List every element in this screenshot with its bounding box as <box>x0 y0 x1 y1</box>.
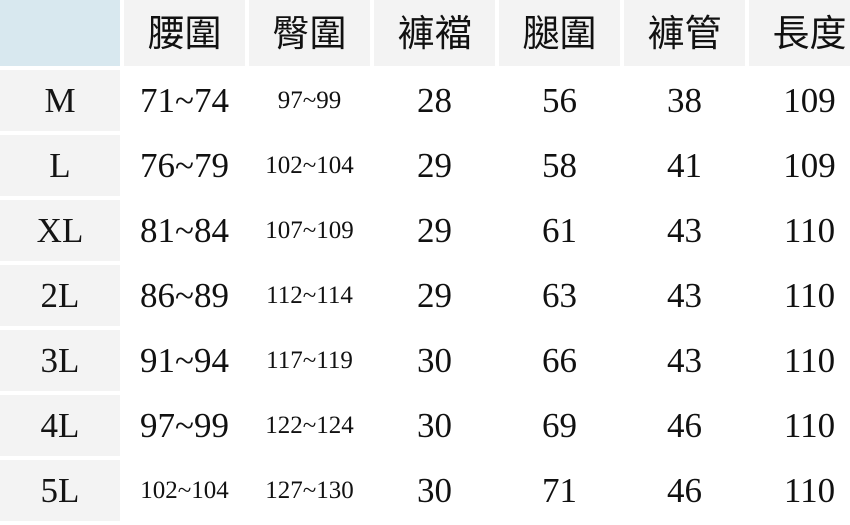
cell-5l-waist: 102~104 <box>124 460 245 521</box>
table-row: 4L 97~99 122~124 30 69 46 110 <box>0 395 850 456</box>
table-row: XL 81~84 107~109 29 61 43 110 <box>0 200 850 261</box>
cell-xl-length: 110 <box>749 200 850 261</box>
size-label-l: L <box>0 135 120 196</box>
column-header-thigh: 腿圍 <box>499 0 620 66</box>
header-row: 腰圍 臀圍 褲襠 腿圍 褲管 長度 <box>0 0 850 66</box>
cell-xl-leg_opening: 43 <box>624 200 745 261</box>
cell-3l-hip: 117~119 <box>249 330 370 391</box>
cell-2l-crotch: 29 <box>374 265 495 326</box>
cell-m-length: 109 <box>749 70 850 131</box>
table-row: 5L 102~104 127~130 30 71 46 110 <box>0 460 850 521</box>
cell-xl-thigh: 61 <box>499 200 620 261</box>
cell-5l-leg_opening: 46 <box>624 460 745 521</box>
cell-l-waist: 76~79 <box>124 135 245 196</box>
cell-2l-thigh: 63 <box>499 265 620 326</box>
table-row: M 71~74 97~99 28 56 38 109 <box>0 70 850 131</box>
size-label-4l: 4L <box>0 395 120 456</box>
cell-xl-waist: 81~84 <box>124 200 245 261</box>
cell-3l-waist: 91~94 <box>124 330 245 391</box>
size-label-xl: XL <box>0 200 120 261</box>
cell-3l-crotch: 30 <box>374 330 495 391</box>
cell-l-thigh: 58 <box>499 135 620 196</box>
table-body: M 71~74 97~99 28 56 38 109 L 76~79 102~104 29 58 41 1… <box>0 70 850 521</box>
cell-5l-length: 110 <box>749 460 850 521</box>
size-label-2l: 2L <box>0 265 120 326</box>
cell-4l-leg_opening: 46 <box>624 395 745 456</box>
cell-m-hip: 97~99 <box>249 70 370 131</box>
cell-l-crotch: 29 <box>374 135 495 196</box>
cell-4l-length: 110 <box>749 395 850 456</box>
cell-m-crotch: 28 <box>374 70 495 131</box>
cell-4l-waist: 97~99 <box>124 395 245 456</box>
cell-4l-crotch: 30 <box>374 395 495 456</box>
cell-2l-leg_opening: 43 <box>624 265 745 326</box>
column-header-leg-opening: 褲管 <box>624 0 745 66</box>
cell-4l-hip: 122~124 <box>249 395 370 456</box>
size-label-5l: 5L <box>0 460 120 521</box>
column-header-length: 長度 <box>749 0 850 66</box>
cell-3l-length: 110 <box>749 330 850 391</box>
cell-2l-hip: 112~114 <box>249 265 370 326</box>
cell-l-leg_opening: 41 <box>624 135 745 196</box>
table-row: 2L 86~89 112~114 29 63 43 110 <box>0 265 850 326</box>
cell-5l-thigh: 71 <box>499 460 620 521</box>
cell-5l-crotch: 30 <box>374 460 495 521</box>
cell-xl-hip: 107~109 <box>249 200 370 261</box>
cell-xl-crotch: 29 <box>374 200 495 261</box>
size-label-m: M <box>0 70 120 131</box>
table-row: L 76~79 102~104 29 58 41 109 <box>0 135 850 196</box>
cell-l-hip: 102~104 <box>249 135 370 196</box>
table-row: 3L 91~94 117~119 30 66 43 110 <box>0 330 850 391</box>
size-label-3l: 3L <box>0 330 120 391</box>
cell-m-leg_opening: 38 <box>624 70 745 131</box>
column-header-hip: 臀圍 <box>249 0 370 66</box>
cell-m-waist: 71~74 <box>124 70 245 131</box>
cell-3l-leg_opening: 43 <box>624 330 745 391</box>
corner-cell <box>0 0 120 66</box>
column-header-crotch: 褲襠 <box>374 0 495 66</box>
column-header-waist: 腰圍 <box>124 0 245 66</box>
cell-5l-hip: 127~130 <box>249 460 370 521</box>
cell-l-length: 109 <box>749 135 850 196</box>
cell-4l-thigh: 69 <box>499 395 620 456</box>
cell-3l-thigh: 66 <box>499 330 620 391</box>
cell-2l-waist: 86~89 <box>124 265 245 326</box>
table-header: 腰圍 臀圍 褲襠 腿圍 褲管 長度 <box>0 0 850 66</box>
cell-2l-length: 110 <box>749 265 850 326</box>
cell-m-thigh: 56 <box>499 70 620 131</box>
